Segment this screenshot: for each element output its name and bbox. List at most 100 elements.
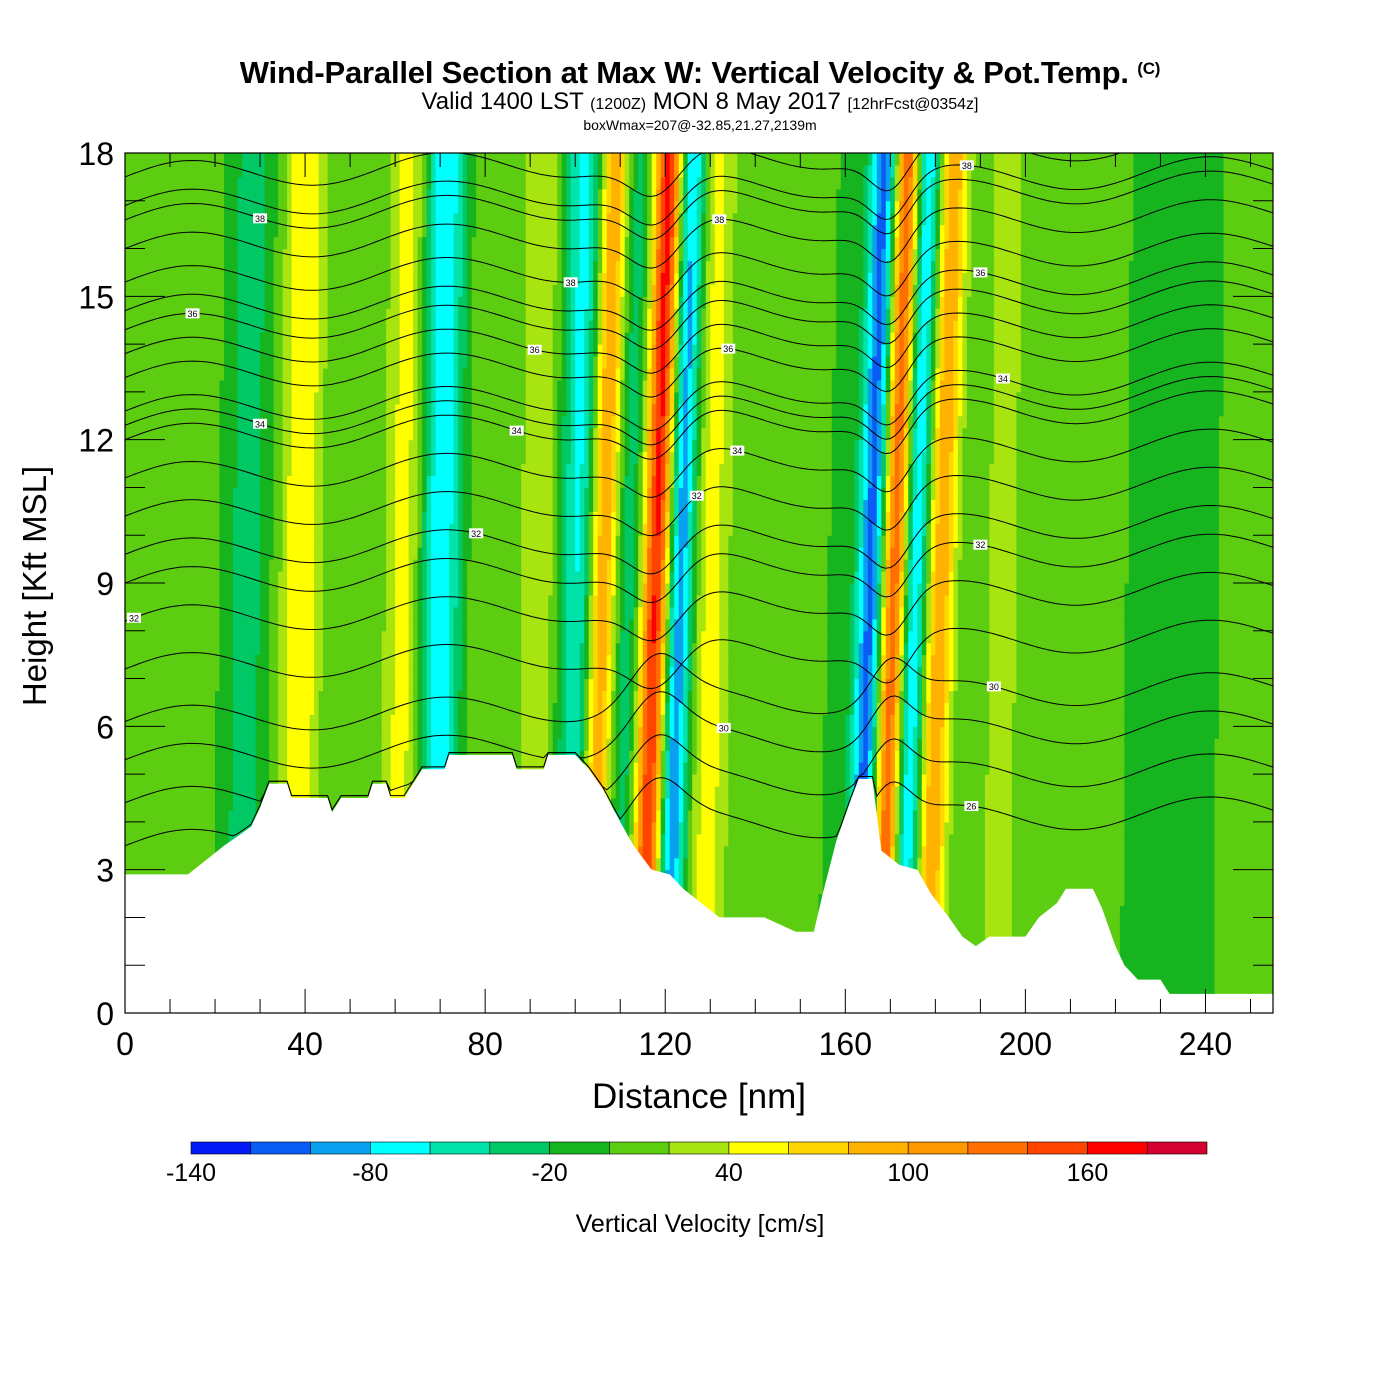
w-cell	[147, 618, 153, 632]
w-cell	[381, 248, 387, 262]
w-cell	[404, 439, 410, 453]
w-cell	[318, 762, 324, 775]
w-cell	[264, 678, 270, 692]
w-cell	[174, 248, 180, 262]
w-cell	[296, 774, 302, 787]
w-cell	[291, 630, 297, 644]
w-cell	[197, 379, 203, 393]
w-cell	[206, 487, 212, 500]
w-cell	[381, 391, 387, 405]
w-cell	[363, 224, 369, 238]
w-cell	[134, 857, 140, 871]
w-cell	[255, 153, 261, 166]
w-cell	[377, 642, 383, 656]
w-cell	[143, 857, 149, 871]
w-cell	[161, 272, 167, 285]
w-cell	[170, 583, 176, 596]
w-cell	[296, 786, 302, 799]
w-cell	[381, 738, 387, 751]
w-cell	[201, 344, 207, 357]
w-cell	[332, 798, 338, 811]
w-cell	[399, 415, 405, 429]
w-cell	[399, 272, 405, 285]
w-cell	[129, 547, 135, 560]
w-cell	[228, 176, 234, 190]
w-cell	[332, 618, 338, 632]
w-cell	[426, 618, 432, 632]
box-max-label: boxWmax=207@-32.85,21.27,2139m	[583, 117, 817, 133]
w-cell	[422, 368, 428, 381]
w-cell	[170, 786, 176, 799]
w-cell	[372, 451, 378, 465]
w-cell	[431, 666, 437, 680]
w-cell	[431, 702, 437, 715]
w-cell	[183, 702, 189, 715]
w-cell	[404, 750, 410, 763]
w-cell	[332, 726, 338, 739]
w-cell	[377, 427, 383, 441]
w-cell	[183, 296, 189, 309]
w-cell	[174, 272, 180, 285]
w-cell	[201, 463, 207, 477]
w-cell	[201, 702, 207, 715]
w-cell	[404, 356, 410, 369]
w-cell	[156, 212, 162, 226]
w-cell	[251, 248, 257, 262]
w-cell	[206, 451, 212, 465]
w-cell	[134, 164, 140, 178]
w-cell	[359, 153, 365, 166]
w-cell	[291, 368, 297, 381]
w-cell	[422, 284, 428, 297]
w-cell	[386, 594, 392, 608]
w-cell	[372, 762, 378, 775]
w-cell	[215, 571, 221, 584]
w-cell	[197, 845, 203, 859]
w-cell	[287, 774, 293, 787]
w-cell	[390, 475, 396, 488]
w-cell	[345, 654, 351, 668]
w-cell	[408, 164, 414, 178]
w-cell	[291, 559, 297, 572]
w-cell	[350, 368, 356, 381]
w-cell	[206, 320, 212, 333]
w-cell	[332, 451, 338, 465]
w-cell	[224, 833, 230, 847]
w-cell	[345, 200, 351, 214]
w-cell	[318, 356, 324, 369]
w-cell	[188, 774, 194, 787]
w-cell	[215, 176, 221, 190]
w-cell	[350, 356, 356, 369]
w-cell	[147, 200, 153, 214]
w-cell	[134, 153, 140, 166]
chart-subtitle: Valid 1400 LST (1200Z) MON 8 May 2017 [1…	[421, 88, 979, 115]
w-cell	[345, 726, 351, 739]
w-cell	[399, 606, 405, 620]
w-cell	[300, 654, 306, 668]
w-cell	[206, 188, 212, 202]
w-cell	[341, 403, 347, 417]
w-cell	[305, 153, 311, 166]
w-cell	[210, 356, 216, 369]
w-cell	[188, 666, 194, 680]
w-cell	[161, 308, 167, 321]
w-cell	[305, 547, 311, 560]
w-cell	[215, 200, 221, 214]
w-cell	[219, 690, 225, 703]
w-cell	[327, 630, 333, 644]
w-cell	[314, 535, 320, 548]
w-cell	[372, 535, 378, 548]
w-cell	[341, 630, 347, 644]
w-cell	[183, 176, 189, 190]
w-cell	[228, 356, 234, 369]
w-cell	[260, 750, 266, 763]
w-cell	[179, 475, 185, 488]
w-cell	[161, 583, 167, 596]
w-cell	[431, 630, 437, 644]
w-cell	[341, 738, 347, 751]
w-cell	[413, 606, 419, 620]
w-cell	[273, 248, 279, 262]
w-cell	[282, 379, 288, 393]
w-cell	[368, 463, 374, 477]
w-cell	[327, 451, 333, 465]
w-cell	[431, 654, 437, 668]
